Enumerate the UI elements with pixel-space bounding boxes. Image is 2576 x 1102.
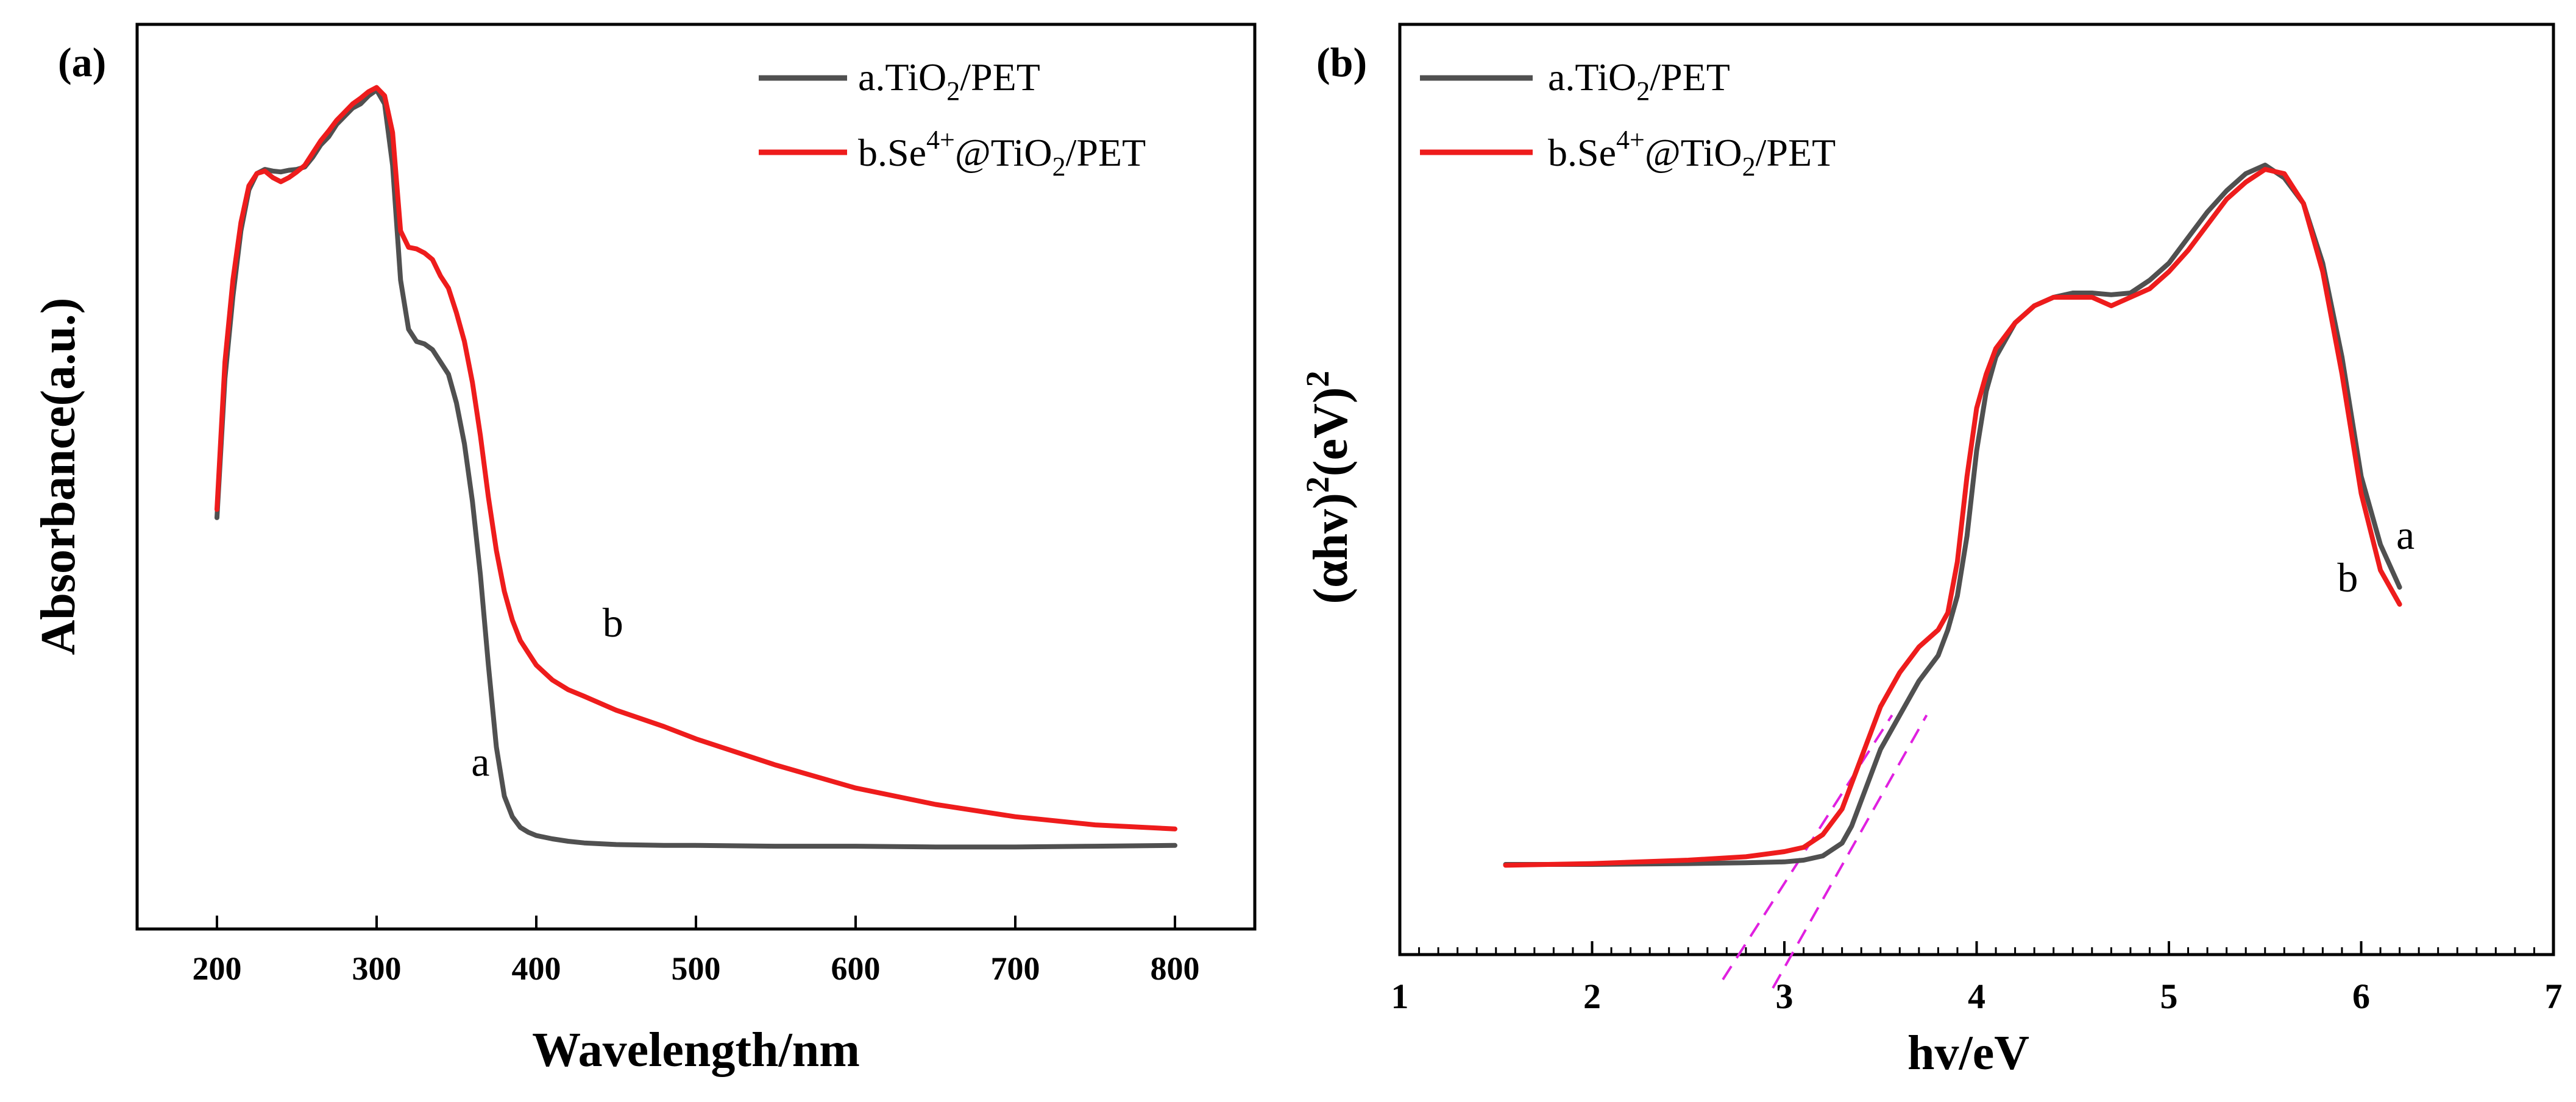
panel-b-x-axis-title: hv/eV <box>1907 1026 2029 1080</box>
panel-b-annotations: ab <box>2337 512 2415 601</box>
x-tick-label: 6 <box>2352 977 2370 1016</box>
panel-a-legend: a.TiO2/PET b.Se4+@TiO2/PET <box>759 55 1146 182</box>
x-tick-label: 2 <box>1583 977 1601 1016</box>
series-line-b <box>1503 167 2402 868</box>
panel-b-label: (b) <box>1316 39 1367 85</box>
panel-a-x-axis-title: Wavelength/nm <box>532 1023 860 1077</box>
panel-a-legend-a: a.TiO2/PET <box>858 55 1040 106</box>
panel-b-legend-a: a.TiO2/PET <box>1548 55 1730 106</box>
panel-b: (b) 1 2 3 4 5 6 7 ab a.TiO2/PET b.Se4+@TiO2/PE… <box>1299 23 2563 1080</box>
panel-b-legend: a.TiO2/PET b.Se4+@TiO2/PET <box>1420 55 1836 182</box>
panel-a: (a) 200 300 400 500 600 700 800 ab a.TiO2/PET … <box>32 23 1257 1077</box>
panel-b-tangent-lines <box>1722 714 1928 989</box>
series-line-b <box>215 85 1177 832</box>
x-tick-label: 200 <box>193 950 242 987</box>
x-tick-label: 800 <box>1151 950 1200 987</box>
x-tick-label: 3 <box>1776 977 1794 1016</box>
curve-label-b: b <box>2337 554 2358 601</box>
panel-b-y-axis-title: (αhv)2(eV)2 <box>1299 371 1358 604</box>
x-tick-label: 5 <box>2160 977 2178 1016</box>
panel-a-legend-b: b.Se4+@TiO2/PET <box>858 125 1146 182</box>
panel-b-series <box>1503 163 2402 868</box>
panel-a-annotations: ab <box>471 599 623 785</box>
panel-b-x-axis: 1 2 3 4 5 6 7 <box>1391 941 2563 1016</box>
tangent-line-2 <box>1772 715 1928 989</box>
x-tick-label: 400 <box>512 950 561 987</box>
panel-a-x-axis: 200 300 400 500 600 700 800 <box>193 916 1200 987</box>
x-tick-label: 1 <box>1391 977 1409 1016</box>
panel-a-label: (a) <box>58 39 106 85</box>
curve-label-a: a <box>471 738 489 785</box>
panel-a-series <box>215 85 1177 850</box>
x-tick-label: 700 <box>991 950 1040 987</box>
x-tick-label: 500 <box>672 950 721 987</box>
x-tick-label: 4 <box>1968 977 1985 1016</box>
series-line-a <box>215 87 1177 850</box>
series-line-a <box>1503 163 2402 867</box>
curve-label-a: a <box>2396 512 2415 558</box>
x-tick-label: 300 <box>352 950 402 987</box>
x-tick-label: 7 <box>2545 977 2563 1016</box>
curve-label-b: b <box>603 599 623 646</box>
panel-b-legend-b: b.Se4+@TiO2/PET <box>1548 125 1836 182</box>
panel-a-y-axis-title: Absorbance(a.u.) <box>32 298 85 655</box>
x-tick-label: 600 <box>831 950 881 987</box>
